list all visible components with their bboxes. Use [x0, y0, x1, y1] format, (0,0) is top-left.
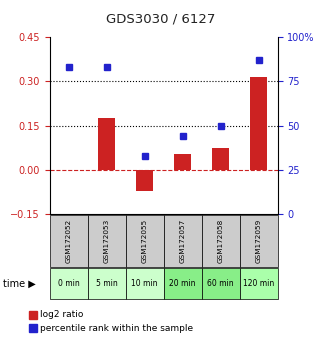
Text: GSM172058: GSM172058 [218, 219, 224, 263]
Bar [98, 118, 115, 170]
Text: 5 min: 5 min [96, 279, 117, 288]
Bar [136, 170, 153, 190]
Text: 10 min: 10 min [132, 279, 158, 288]
Text: GSM172055: GSM172055 [142, 219, 148, 263]
Text: log2 ratio: log2 ratio [40, 310, 83, 319]
Text: 0 min: 0 min [58, 279, 80, 288]
Text: 20 min: 20 min [169, 279, 196, 288]
Text: GDS3030 / 6127: GDS3030 / 6127 [106, 12, 215, 25]
Bar [212, 148, 229, 170]
Text: percentile rank within the sample: percentile rank within the sample [40, 324, 193, 333]
Text: GSM172053: GSM172053 [104, 219, 110, 263]
Text: GSM172052: GSM172052 [66, 219, 72, 263]
Bar [174, 154, 191, 170]
Text: 60 min: 60 min [207, 279, 234, 288]
Text: 120 min: 120 min [243, 279, 274, 288]
Text: GSM172057: GSM172057 [180, 219, 186, 263]
Text: time ▶: time ▶ [3, 279, 36, 289]
Text: GSM172059: GSM172059 [256, 219, 262, 263]
Bar [250, 77, 267, 170]
